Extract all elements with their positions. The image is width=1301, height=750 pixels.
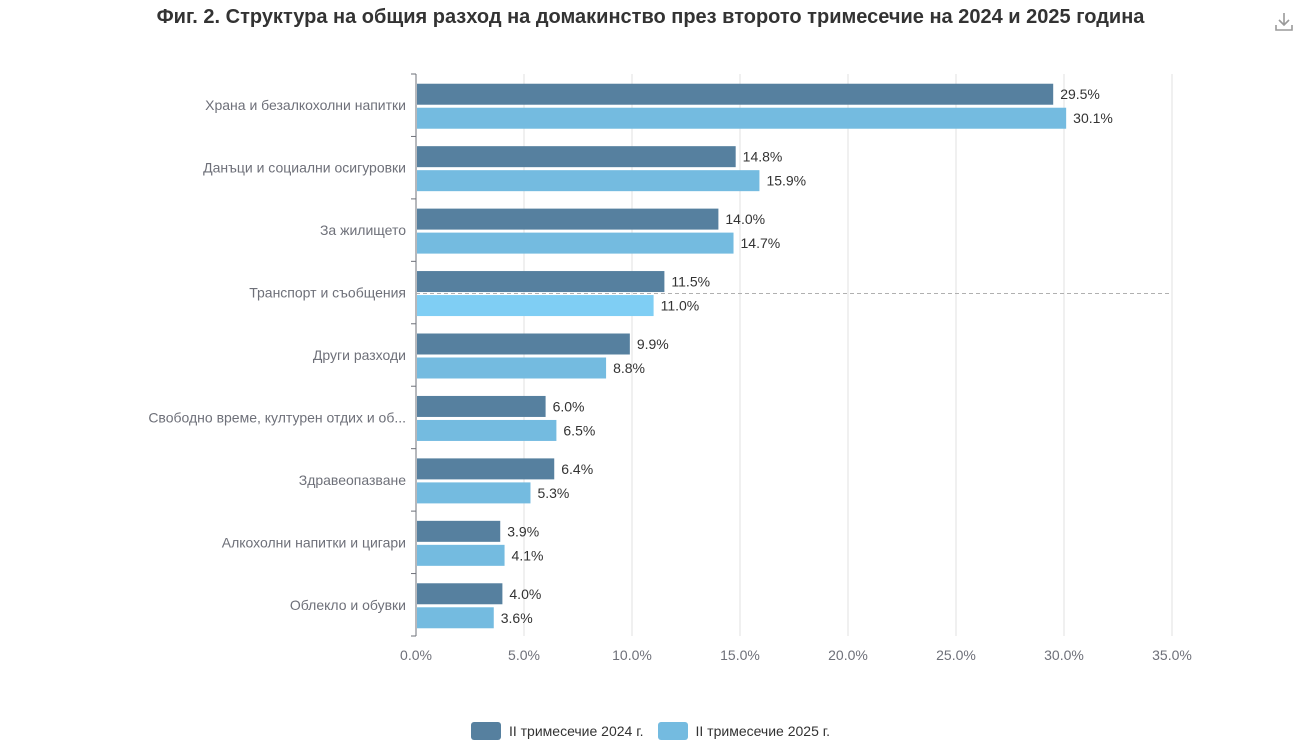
bar [417, 271, 665, 293]
data-label: 30.1% [1073, 110, 1113, 126]
data-label: 11.0% [661, 298, 700, 314]
y-category-label: Здравеопазване [299, 472, 406, 488]
data-label: 6.0% [553, 398, 585, 414]
y-category-label: Други разходи [313, 347, 406, 363]
data-label: 5.3% [537, 485, 569, 501]
legend-label-2024: II тримесечие 2024 г. [508, 723, 644, 739]
data-label: 14.0% [725, 211, 765, 227]
y-category-label: Свободно време, културен отдих и об... [148, 409, 406, 425]
data-label: 9.9% [637, 336, 669, 352]
x-tick-label: 10.0% [612, 647, 652, 663]
chart-title: Фиг. 2. Структура на общия разход на дом… [156, 6, 1145, 28]
x-tick-label: 30.0% [1044, 647, 1084, 663]
download-button[interactable] [1270, 8, 1298, 36]
legend-item-2024[interactable]: II тримесечие 2024 г. [470, 722, 644, 740]
legend-swatch-2025 [657, 722, 688, 740]
data-label: 15.9% [766, 173, 806, 189]
bar [417, 170, 760, 192]
y-category-label: Облекло и обувки [290, 597, 406, 613]
bar [417, 83, 1054, 105]
data-label: 3.9% [507, 523, 539, 539]
y-category-label: За жилището [320, 222, 406, 238]
x-tick-label: 25.0% [936, 647, 976, 663]
chart-legend: II тримесечие 2024 г. II тримесечие 2025… [0, 722, 1301, 740]
bar [417, 208, 719, 230]
bar [417, 357, 607, 379]
bar [417, 146, 736, 168]
legend-label-2025: II тримесечие 2025 г. [695, 723, 831, 739]
y-category-label: Транспорт и съобщения [249, 285, 406, 301]
bar [417, 295, 654, 317]
data-label: 14.7% [741, 235, 781, 251]
bar [417, 583, 503, 605]
bar [417, 107, 1067, 129]
bar [417, 544, 505, 566]
y-category-label: Храна и безалкохолни напитки [205, 97, 406, 113]
bar [417, 607, 494, 629]
legend-item-2025[interactable]: II тримесечие 2025 г. [657, 722, 831, 740]
data-label: 6.5% [563, 422, 595, 438]
x-tick-label: 0.0% [400, 647, 432, 663]
x-tick-label: 15.0% [720, 647, 760, 663]
y-category-label: Данъци и социални осигуровки [203, 160, 406, 176]
data-label: 6.4% [561, 461, 593, 477]
bar [417, 520, 501, 542]
data-label: 29.5% [1060, 86, 1100, 102]
data-label: 3.6% [501, 610, 533, 626]
bar-chart: 0.0% 5.0% 10.0% 15.0% 20.0% 25.0% 30.0% 35.0% Хр… [148, 73, 1192, 663]
legend-swatch-2024 [470, 722, 501, 740]
bar [417, 232, 734, 254]
y-category-label: Алкохолни напитки и цигари [222, 534, 406, 550]
bar [417, 333, 630, 355]
download-icon [1275, 13, 1293, 31]
x-tick-label: 20.0% [828, 647, 868, 663]
bar [417, 458, 555, 480]
data-label: 11.5% [671, 274, 710, 290]
data-label: 14.8% [743, 149, 783, 165]
x-tick-label: 35.0% [1152, 647, 1192, 663]
data-label: 8.8% [613, 360, 645, 376]
x-tick-label: 5.0% [508, 647, 540, 663]
bar [417, 395, 546, 417]
data-label: 4.1% [512, 547, 544, 563]
bar [417, 419, 557, 441]
data-label: 4.0% [509, 586, 541, 602]
bar [417, 482, 531, 504]
